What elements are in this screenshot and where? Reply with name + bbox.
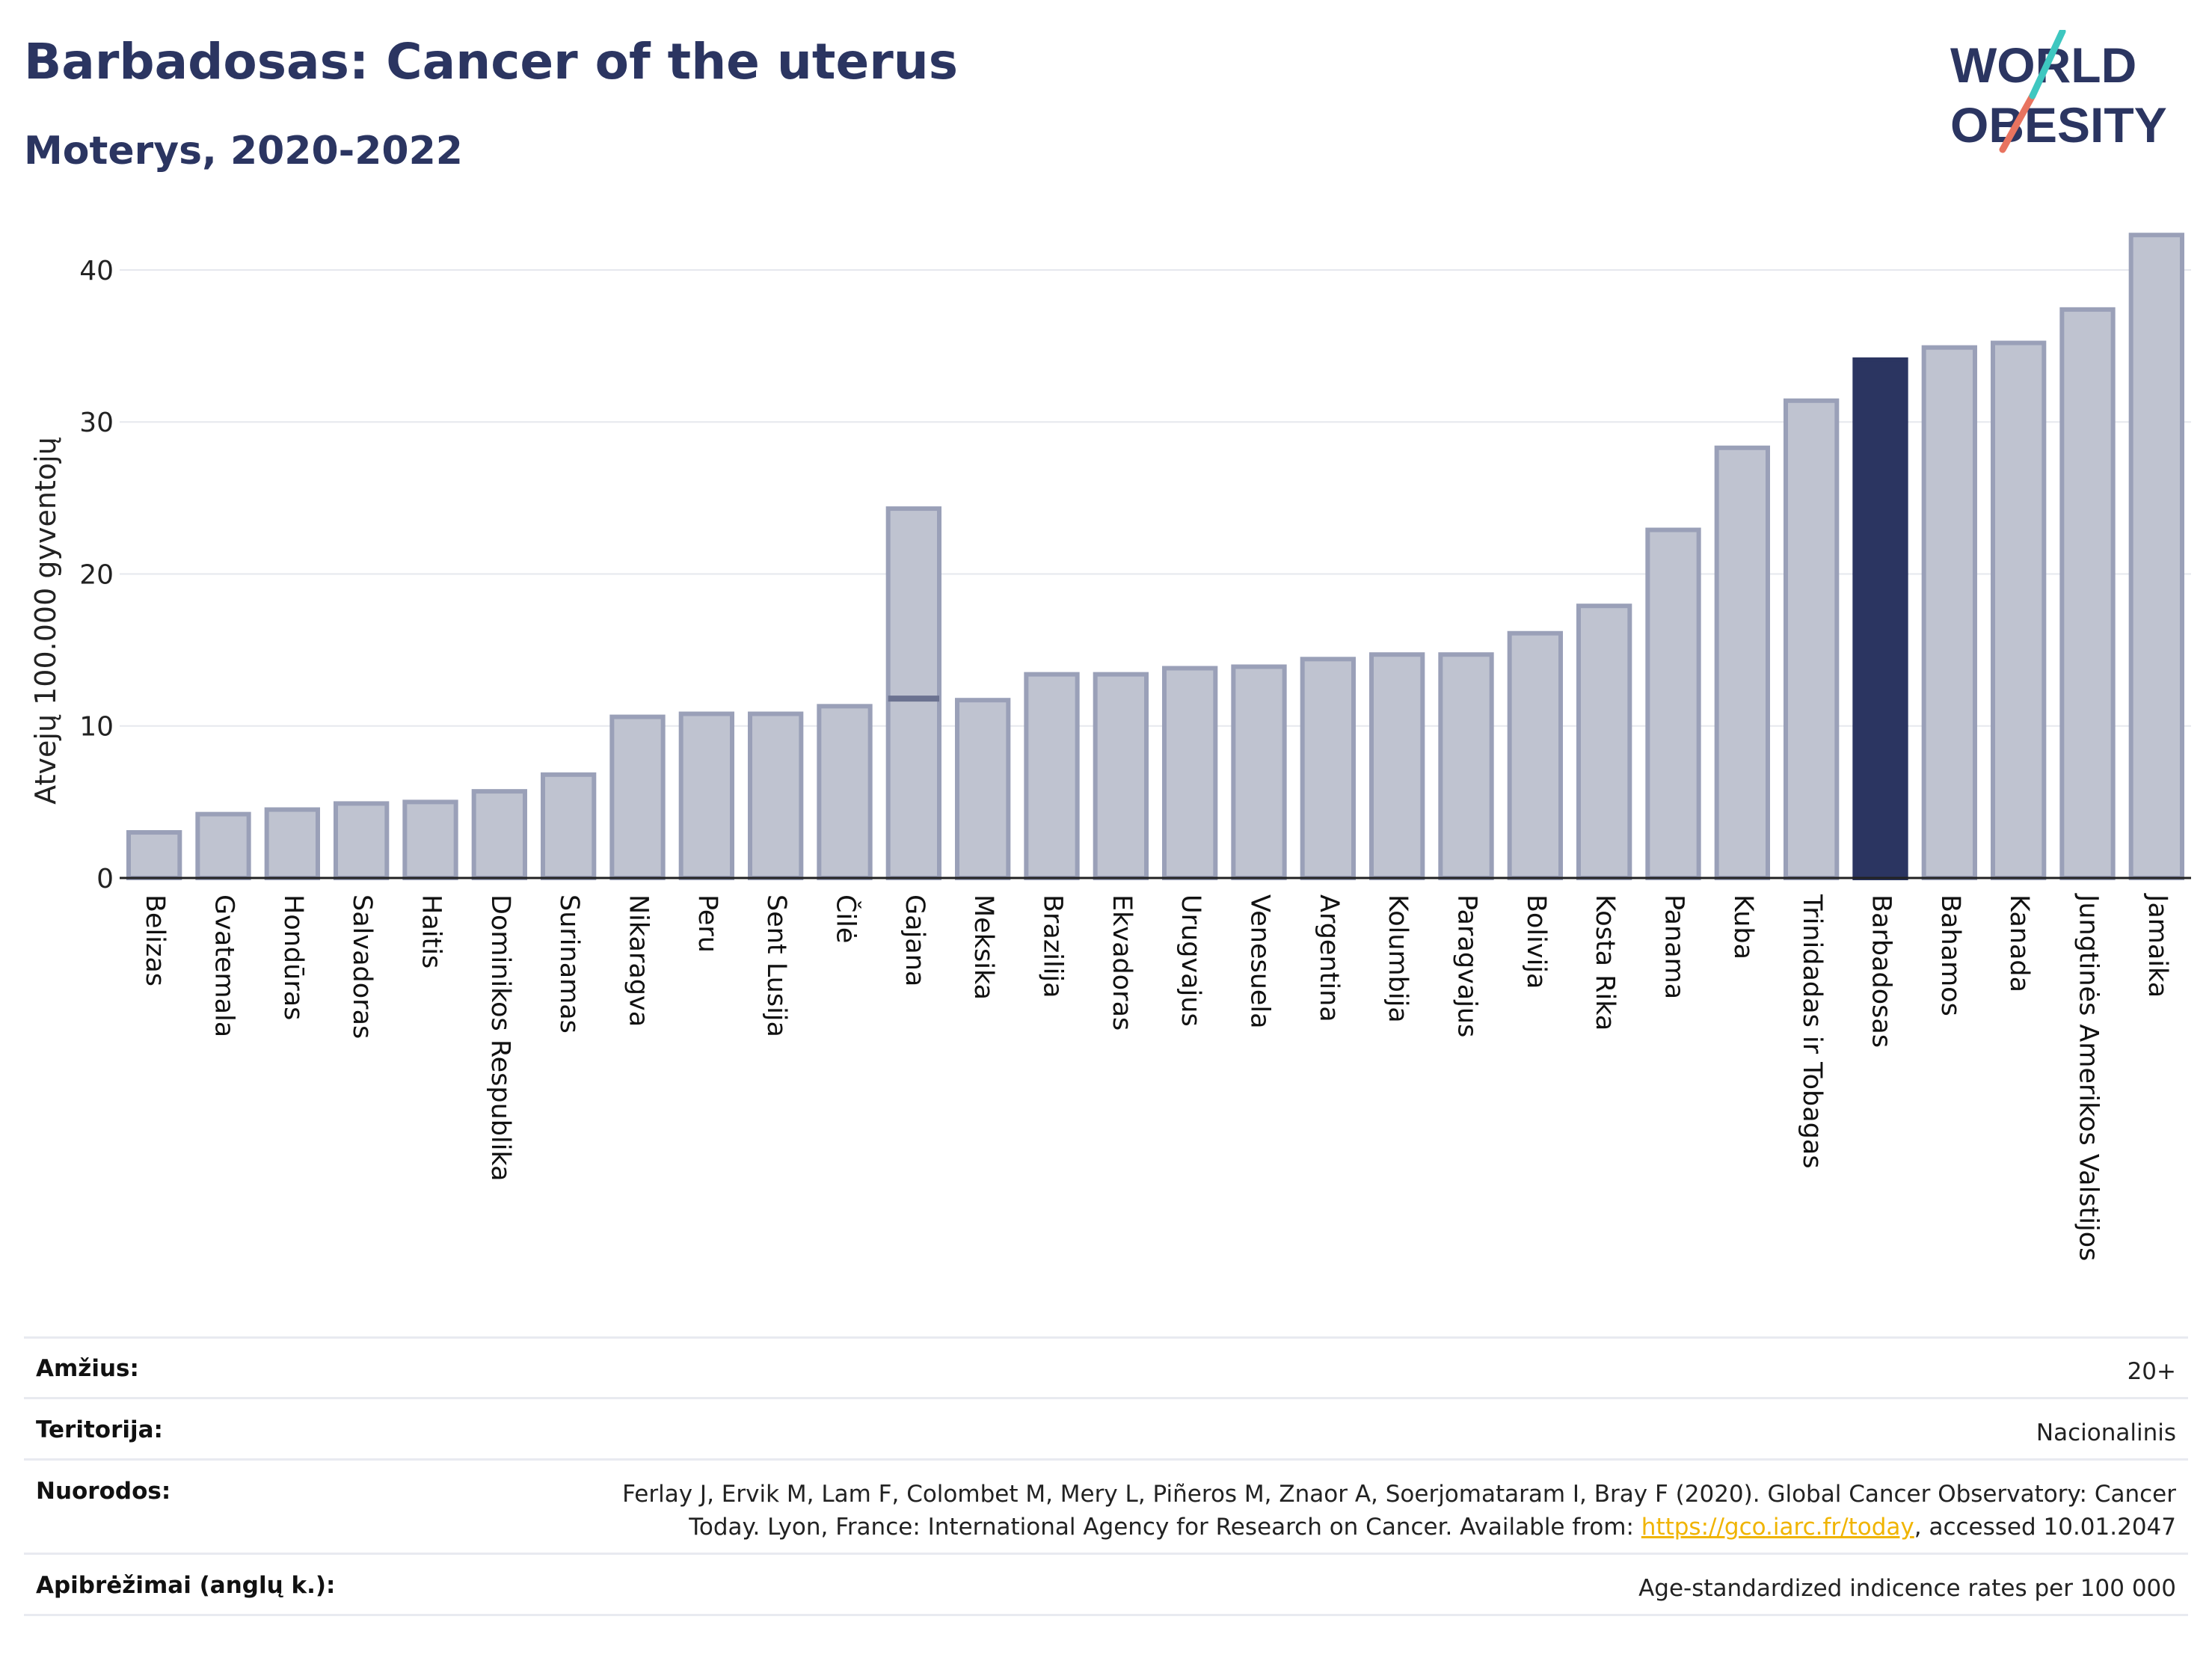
references-text: Today. Lyon, France: International Agenc… xyxy=(689,1514,1641,1541)
references-label: Nuorodos: xyxy=(36,1478,171,1505)
y-tick-label: 30 xyxy=(79,408,114,438)
bar-2 xyxy=(264,807,320,881)
x-tick-label: Bahamos xyxy=(1935,894,1965,1016)
chart-subtitle: Moterys, 2020-2022 xyxy=(24,129,463,174)
bar-12 xyxy=(955,698,1011,880)
x-tick-label: Barbadosas xyxy=(1867,894,1896,1048)
logo-slash-teal xyxy=(2029,30,2066,99)
x-tick-label: Ekvadoras xyxy=(1107,894,1137,1031)
y-tick-label: 20 xyxy=(79,559,114,590)
info-separator xyxy=(24,1458,2188,1461)
bar-1 xyxy=(195,811,251,881)
bar-14 xyxy=(1093,672,1149,880)
x-tick-label: Kolumbija xyxy=(1383,894,1413,1023)
x-tick-label: Nikaragva xyxy=(624,894,654,1027)
references-line-1: Ferlay J, Ervik M, Lam F, Colombet M, Me… xyxy=(622,1481,2176,1508)
x-tick-label: Bolivija xyxy=(1521,894,1551,989)
x-tick-label: Paragvajus xyxy=(1452,894,1482,1037)
x-tick-label: Kuba xyxy=(1728,894,1758,959)
bar-26 xyxy=(1921,345,1977,880)
x-tick-label: Jungtinės Amerikos Valstijos xyxy=(2074,893,2104,1261)
bar-23 xyxy=(1714,445,1770,880)
info-separator xyxy=(24,1336,2188,1339)
age-value: 20+ xyxy=(2127,1358,2176,1385)
territory-value: Nacionalinis xyxy=(2036,1419,2176,1446)
x-tick-label: Jamaika xyxy=(2142,893,2172,998)
bar-17 xyxy=(1300,657,1356,881)
x-tick-label: Hondūras xyxy=(278,894,308,1020)
x-tick-label: Belizas xyxy=(140,894,170,986)
bar-4 xyxy=(402,799,458,880)
y-axis-label: Atvejų 100.000 gyventojų xyxy=(29,437,62,804)
x-tick-label: Gajana xyxy=(900,894,930,986)
bar-8 xyxy=(678,711,734,880)
references-link[interactable]: https://gco.iarc.fr/today xyxy=(1641,1514,1914,1541)
x-tick-label: Haitis xyxy=(417,894,446,968)
y-axis-ticks: 0 10 20 30 40 xyxy=(79,256,114,894)
x-tick-label: Panama xyxy=(1659,894,1689,999)
definitions-label: Apibrėžimai (anglų k.): xyxy=(36,1572,336,1599)
y-tick-label: 40 xyxy=(79,256,114,286)
bar-10 xyxy=(817,704,873,880)
references-line-2: Today. Lyon, France: International Agenc… xyxy=(622,1511,2176,1544)
x-tick-label: Peru xyxy=(692,894,722,953)
bar-5 xyxy=(471,789,527,880)
y-tick-label: 10 xyxy=(79,712,114,743)
x-tick-label: Dominikos Respublika xyxy=(485,894,515,1182)
definitions-value: Age-standardized indicence rates per 100… xyxy=(1638,1575,2176,1602)
bar-24 xyxy=(1784,398,1840,880)
info-separator xyxy=(24,1397,2188,1399)
references-value: Ferlay J, Ervik M, Lam F, Colombet M, Me… xyxy=(622,1478,2176,1544)
x-tick-label: Trinidadas ir Tobagas xyxy=(1797,894,1827,1169)
bar-chart: 0 10 20 30 40 Belizas Gvatemala Hondūras Salvad… xyxy=(29,233,2191,1261)
bar-3 xyxy=(334,801,390,881)
territory-label: Teritorija: xyxy=(36,1416,163,1443)
bar-11 xyxy=(885,506,941,880)
info-separator xyxy=(24,1614,2188,1616)
age-label: Amžius: xyxy=(36,1355,139,1382)
x-tick-label: Venesuela xyxy=(1245,894,1275,1029)
info-separator xyxy=(24,1553,2188,1555)
x-tick-label: Urugvajus xyxy=(1176,894,1205,1027)
bar-7 xyxy=(609,714,666,880)
bar-18 xyxy=(1369,652,1425,880)
references-accessed: , accessed 10.01.2047 xyxy=(1914,1514,2176,1541)
x-tick-label: Meksika xyxy=(968,894,998,1000)
bar-27 xyxy=(1991,340,2047,880)
bar-22 xyxy=(1645,527,1701,880)
bar-15 xyxy=(1162,666,1218,880)
bar-0 xyxy=(126,830,182,881)
logo-slash-coral xyxy=(1999,92,2036,153)
x-tick-label: Čilė xyxy=(831,894,862,943)
bar-25 xyxy=(1852,357,1908,881)
bars xyxy=(120,233,2191,881)
chart-title: Barbadosas: Cancer of the uterus xyxy=(24,33,959,90)
bar-20 xyxy=(1507,630,1563,880)
bar-29 xyxy=(2128,233,2184,880)
bar-13 xyxy=(1024,672,1080,880)
x-tick-label: Surinamas xyxy=(554,894,584,1034)
bar-9 xyxy=(748,711,804,880)
bar-19 xyxy=(1438,652,1494,880)
y-tick-label: 0 xyxy=(96,864,114,894)
x-tick-label: Gvatemala xyxy=(209,894,239,1037)
bar-6 xyxy=(541,772,597,880)
x-tick-label: Salvadoras xyxy=(347,894,377,1039)
bar-28 xyxy=(2059,307,2116,880)
bar-21 xyxy=(1576,604,1632,881)
x-tick-label: Kanada xyxy=(2004,894,2034,992)
x-axis-labels: Belizas Gvatemala Hondūras Salvadoras Haitis… xyxy=(140,893,2172,1261)
x-tick-label: Argentina xyxy=(1314,894,1344,1022)
logo-text-obesity: OBESITY xyxy=(1950,97,2167,153)
x-tick-label: Sent Lusija xyxy=(761,894,791,1037)
world-obesity-logo: WORLD OBESITY xyxy=(1950,30,2167,153)
x-tick-label: Brazilija xyxy=(1038,894,1068,998)
x-tick-label: Kosta Rika xyxy=(1590,894,1620,1031)
bar-16 xyxy=(1231,664,1287,880)
